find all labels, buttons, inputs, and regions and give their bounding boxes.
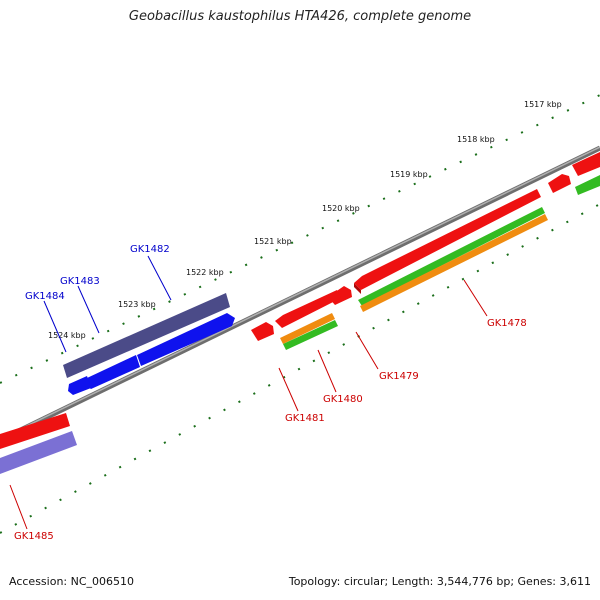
gene-GK1480-orange[interactable] [280,313,335,344]
scale-label-1521: 1521 kbp [254,237,292,246]
gene-right-red[interactable] [548,152,600,193]
genome-summary-text: Topology: circular; Length: 3,544,776 bp… [288,575,591,588]
gene-GK1483-blue[interactable] [85,355,140,389]
gene-GK1484-blue[interactable] [68,376,91,395]
gene-label-GK1480[interactable]: GK1480 [323,394,363,405]
gene-label-GK1484[interactable]: GK1484 [25,291,65,302]
scale-label-1522: 1522 kbp [186,268,224,277]
scale-label-1524: 1524 kbp [48,331,86,340]
gene-label-GK1478[interactable]: GK1478 [487,318,527,329]
scale-labels: 1517 kbp 1518 kbp 1519 kbp 1520 kbp 1521… [48,100,562,340]
gene-GK1478-green[interactable] [358,207,545,306]
gene-label-GK1485[interactable]: GK1485 [14,531,54,542]
gene-GK1485-lavender[interactable] [0,431,77,474]
label-leaders [9,255,488,530]
gene-GK1482-blue[interactable] [137,313,235,366]
gene-label-GK1479[interactable]: GK1479 [379,371,419,382]
scale-label-1523: 1523 kbp [118,300,156,309]
gene-GK1478-red[interactable] [354,189,541,294]
gene-GK1485-red[interactable] [0,413,70,449]
map-title: Geobacillus kaustophilus HTA426, complet… [128,9,472,24]
gene-labels: GK1482 GK1483 GK1484 GK1478 GK1479 GK148… [14,244,527,542]
accession-text: Accession: NC_006510 [9,575,135,588]
scale-label-1517: 1517 kbp [524,100,562,109]
gene-GK1480-red[interactable] [275,290,341,328]
gene-label-GK1483[interactable]: GK1483 [60,276,100,287]
gene-GK1482-navy[interactable] [63,293,230,378]
gene-GK1480-green[interactable] [283,320,338,350]
gene-label-GK1482[interactable]: GK1482 [130,244,170,255]
scale-label-1520: 1520 kbp [322,204,360,213]
gene-GK1481-red[interactable] [251,322,274,341]
gene-label-GK1481[interactable]: GK1481 [285,413,325,424]
genome-backbone [0,145,600,443]
scale-label-1519: 1519 kbp [390,170,428,179]
inner-tick-track [0,203,600,534]
scale-label-1518: 1518 kbp [457,135,495,144]
gene-GK1478-orange[interactable] [360,214,548,312]
gene-right-green[interactable] [575,175,600,195]
